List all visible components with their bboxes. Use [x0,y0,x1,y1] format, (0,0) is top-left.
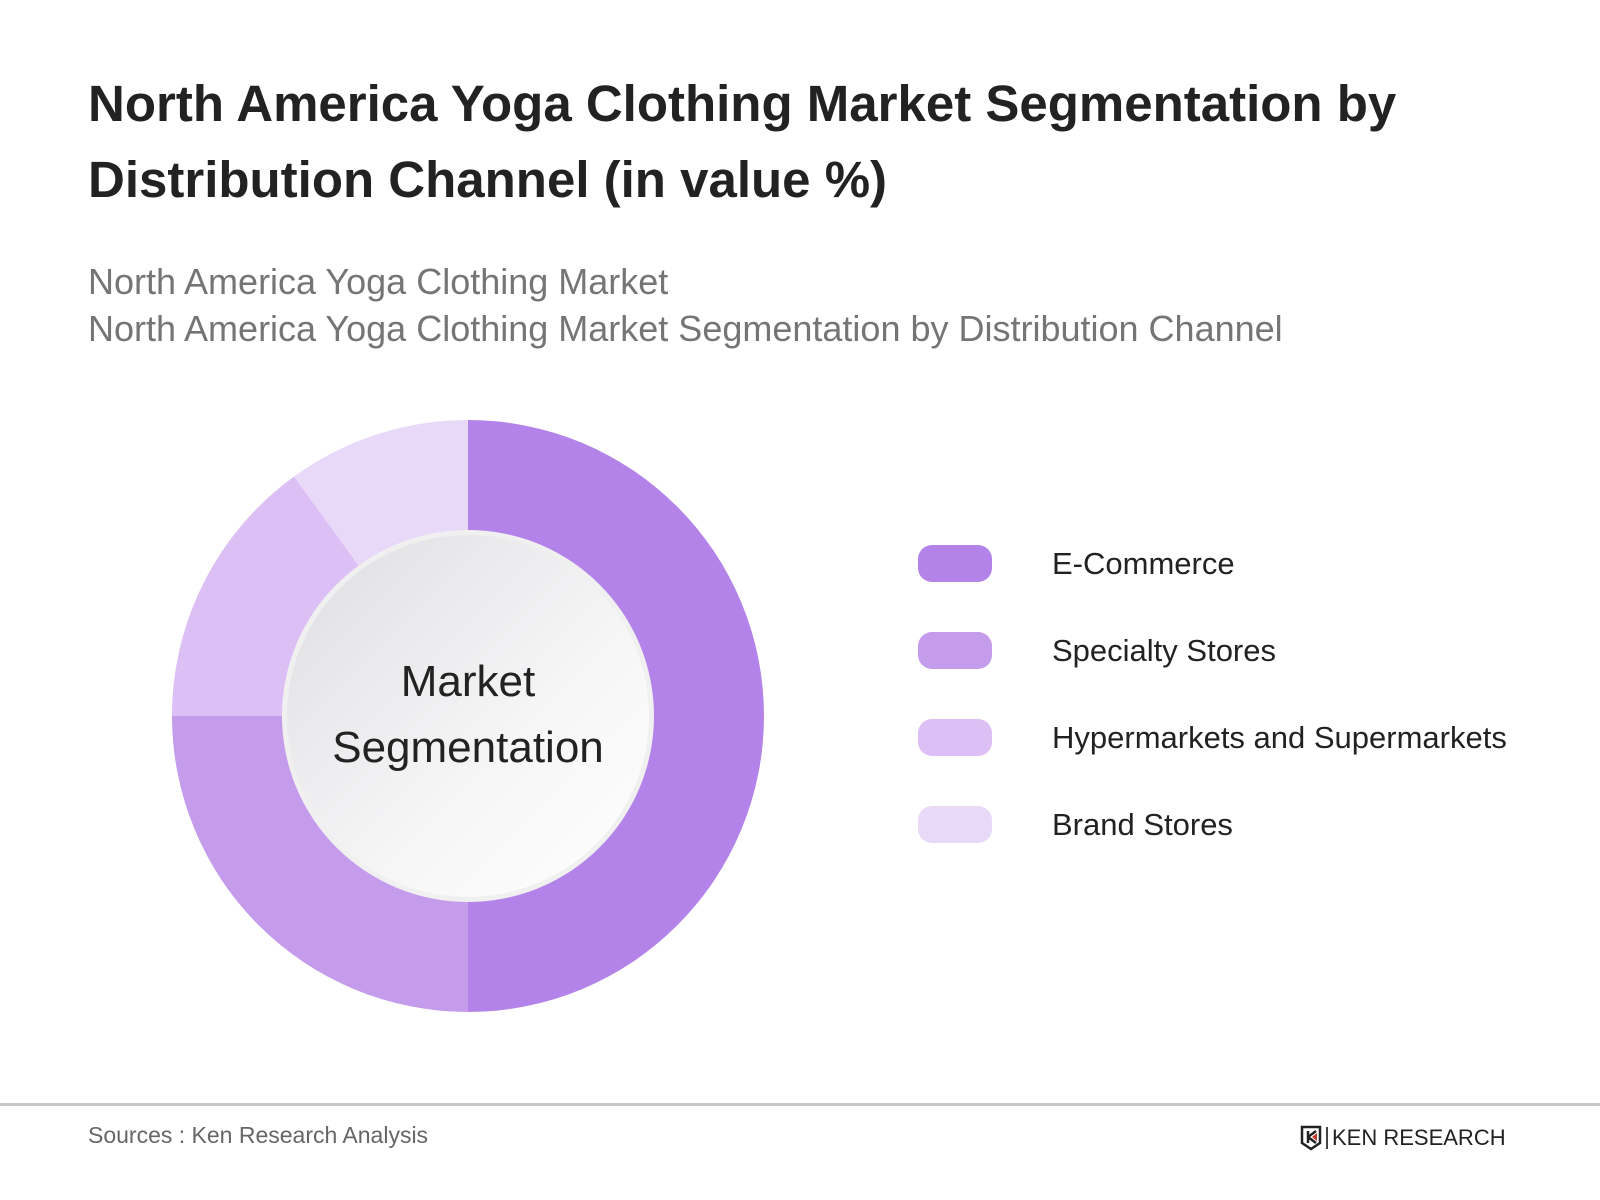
ken-research-logo: KEN RESEARCH [1300,1125,1506,1151]
legend-item: Specialty Stores [918,607,1507,694]
legend-swatch [918,632,992,669]
legend-label: Hypermarkets and Supermarkets [1052,719,1507,755]
donut-slice-specialty-stores [172,716,468,1012]
logo-text: KEN RESEARCH [1332,1125,1506,1150]
ken-logo-icon [1300,1125,1322,1151]
chart-subtitle: North America Yoga Clothing Market North… [88,258,1283,352]
legend-item: E-Commerce [918,520,1507,607]
legend-label: Specialty Stores [1052,632,1276,668]
footer-divider [0,1103,1600,1106]
legend-swatch [918,719,992,756]
subtitle-line-2: North America Yoga Clothing Market Segme… [88,308,1283,349]
center-circle [287,535,649,897]
source-note: Sources : Ken Research Analysis [88,1122,429,1148]
donut-slice-brand-stores [294,420,468,571]
donut-chart: Market Segmentation [172,420,764,1012]
legend: E-Commerce Specialty Stores Hypermarkets a… [918,520,1507,868]
subtitle-line-1: North America Yoga Clothing Market [88,261,669,302]
legend-item: Hypermarkets and Supermarkets [918,694,1507,781]
legend-label: Brand Stores [1052,806,1233,842]
center-label-line-2: Segmentation [332,723,604,772]
legend-label: E-Commerce [1052,545,1235,581]
donut-slice-e-commerce [468,420,764,1012]
logo-separator [1326,1127,1328,1149]
donut-slice-hypermarkets-and-supermarkets [172,476,363,716]
chart-title: North America Yoga Clothing Market Segme… [88,75,1397,208]
legend-swatch [918,806,992,843]
legend-item: Brand Stores [918,781,1507,868]
legend-swatch [918,545,992,582]
center-label-line-1: Market [401,657,535,706]
